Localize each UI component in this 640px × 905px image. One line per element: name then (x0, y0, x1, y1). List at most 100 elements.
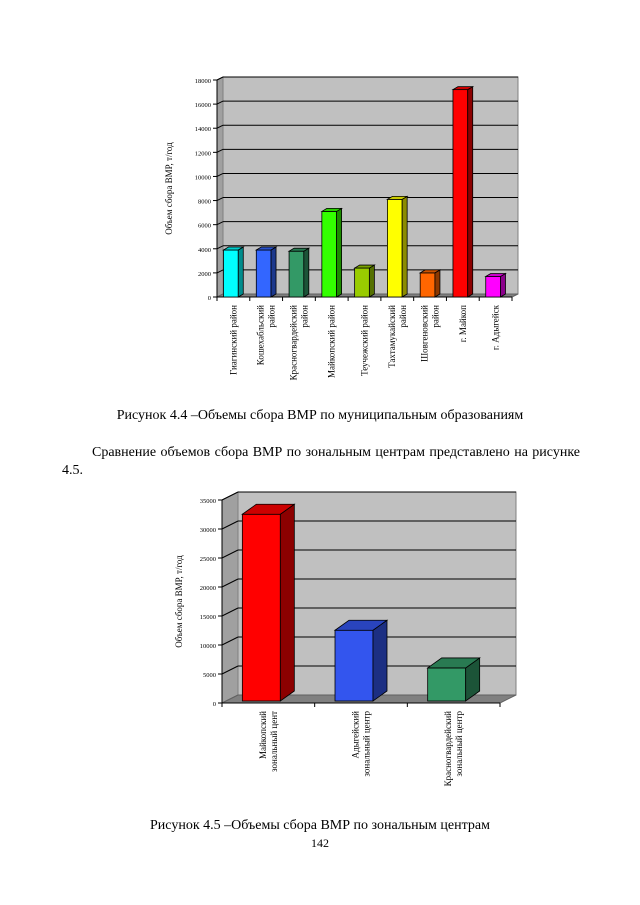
page-number: 142 (311, 836, 329, 850)
category-label: район (431, 305, 441, 328)
gridline-side (221, 636, 239, 646)
category-label: район (267, 305, 277, 328)
gridline-side (221, 665, 239, 675)
bar-front (255, 249, 272, 298)
y-tick-label: 30000 (200, 527, 216, 534)
y-tick-label: 14000 (195, 126, 211, 133)
bar (451, 85, 475, 298)
figure-caption-4-5: Рисунок 4.5 –Объемы сбора ВМР по зональн… (150, 818, 490, 833)
y-tick-label: 8000 (198, 199, 211, 206)
gridline-side (221, 549, 239, 559)
y-tick-label: 0 (213, 701, 216, 708)
body-paragraph: Сравнение объемов сбора ВМР по зональным… (62, 444, 580, 480)
bar-front (427, 667, 467, 702)
category-label: Тахтамукайский (387, 305, 397, 368)
y-tick-label: 20000 (200, 585, 216, 592)
gridline-side (221, 491, 239, 501)
y-tick-label: 0 (208, 295, 211, 302)
bar (418, 269, 442, 298)
category-label: г. Адыгейск (491, 304, 501, 350)
category-label: зональный центр (454, 711, 464, 777)
category-label: Шовгеновский (420, 305, 430, 362)
paragraph-text: Сравнение объемов сбора ВМР по зональным… (62, 445, 580, 478)
bar-top (333, 619, 389, 631)
gridline-side (216, 148, 224, 153)
y-tick-label: 12000 (195, 150, 211, 157)
bar-side (270, 246, 277, 298)
y-tick-label: 5000 (203, 672, 216, 679)
bar-front (419, 272, 436, 298)
bar-front (288, 250, 305, 298)
bar-front (321, 211, 337, 298)
category-label: Адыгейский (351, 711, 361, 759)
bar-top (287, 247, 311, 252)
gridline-side (216, 124, 224, 129)
bar-side (279, 503, 295, 702)
bar-side (500, 272, 506, 298)
bar-top (418, 269, 442, 274)
bar-top (254, 246, 278, 251)
y-tick-label: 10000 (200, 643, 216, 650)
category-label: Красногвардейский (443, 711, 453, 787)
bar-top (426, 657, 481, 669)
y-tick-label: 25000 (200, 556, 216, 563)
category-label: Кошехабльский (256, 305, 266, 365)
category-label: район (398, 305, 408, 328)
y-axis-label: Объем сбора ВМР, т/год (164, 142, 174, 235)
category-label: г. Майкоп (458, 305, 468, 342)
category-label: Гиагинский район (228, 305, 238, 375)
bar-front (223, 249, 239, 298)
gridline-side (216, 269, 224, 274)
bar-top (451, 86, 475, 91)
y-tick-label: 2000 (198, 271, 211, 278)
y-tick-label: 10000 (195, 174, 211, 181)
chart-zonal-volumes: 0 5000 10000 15000 20000 25000 30000 35000 Объем… (174, 491, 517, 787)
gridline-side (216, 100, 224, 105)
figure-caption-4-4: Рисунок 4.4 –Объемы сбора ВМР по муницип… (116, 408, 524, 423)
bar (241, 503, 296, 702)
bar-front (485, 276, 501, 298)
bar (385, 195, 409, 298)
category-label: Майкопский район (327, 305, 337, 378)
gridline-side (216, 197, 224, 202)
bar (353, 264, 376, 298)
bar-side (434, 269, 441, 298)
bar-top (241, 503, 296, 515)
category-label: Теучежский район (360, 305, 370, 376)
category-label: зональный центр (362, 711, 372, 777)
bar-side (372, 619, 388, 702)
category-label: район (299, 305, 309, 328)
bar-top (320, 208, 344, 212)
y-tick-label: 35000 (200, 498, 216, 505)
gridline-side (216, 245, 224, 250)
category-label: Майкопский (258, 711, 268, 759)
bar-front (387, 198, 403, 298)
bar (333, 619, 389, 702)
bar-side (401, 195, 408, 298)
y-tick-label: 15000 (200, 614, 216, 621)
bar-top (484, 273, 507, 277)
chart-municipal-volumes: 0 2000 4000 6000 8000 10000 12000 14000 16000 180… (164, 76, 519, 381)
plot-side-wall (221, 491, 239, 704)
bar (254, 246, 278, 298)
bar-top (353, 264, 376, 269)
y-tick-label: 4000 (198, 247, 211, 254)
category-label: Красногвардейский (288, 305, 298, 381)
bar-side (336, 207, 342, 298)
bar (287, 247, 311, 298)
bar-front (241, 513, 281, 702)
bar (222, 246, 245, 298)
y-tick-label: 18000 (195, 78, 211, 85)
y-tick-label: 16000 (195, 102, 211, 109)
bar-side (303, 247, 310, 298)
gridline-side (221, 520, 239, 530)
bar (320, 207, 344, 298)
bar-front (354, 267, 370, 298)
bar-front (334, 629, 374, 702)
y-axis-label: Объем сбора ВМР, т/год (174, 555, 184, 648)
gridline-side (216, 221, 224, 226)
bar (484, 272, 507, 298)
bar-front (452, 89, 469, 298)
gridline-side (221, 607, 239, 617)
bar-side (237, 246, 244, 298)
